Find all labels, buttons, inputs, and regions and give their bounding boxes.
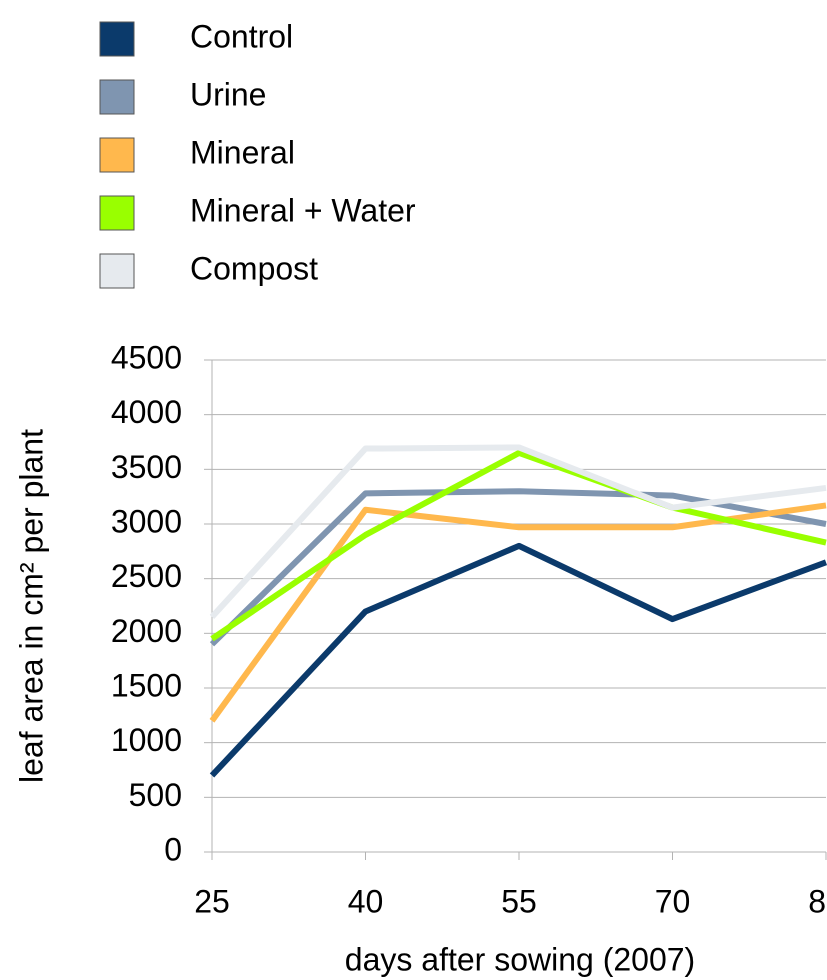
y-tick-label: 2000 xyxy=(111,613,182,649)
x-tick-label: 25 xyxy=(194,883,230,919)
legend-label: Urine xyxy=(190,76,266,112)
legend-swatch xyxy=(99,79,135,115)
y-axis-label: leaf area in cm² per plant xyxy=(13,429,49,783)
y-tick-label: 3500 xyxy=(111,449,182,485)
y-tick-label: 1500 xyxy=(111,667,182,703)
legend-label: Mineral + Water xyxy=(190,192,416,228)
legend-label: Compost xyxy=(190,250,318,286)
series-line xyxy=(209,488,827,647)
legend-label: Control xyxy=(190,18,293,54)
y-tick-label: 500 xyxy=(129,777,182,813)
legend-swatch xyxy=(99,137,135,173)
y-tick-label: 1000 xyxy=(111,722,182,758)
legend-swatch xyxy=(99,253,135,289)
series-line xyxy=(209,444,827,619)
y-tick-label: 4000 xyxy=(111,394,182,430)
x-tick-label: 40 xyxy=(348,883,384,919)
y-tick-label: 2500 xyxy=(111,558,182,594)
y-tick-label: 3000 xyxy=(111,503,182,539)
x-tick-label: 70 xyxy=(655,883,691,919)
legend-swatch xyxy=(99,21,135,57)
y-tick-label: 4500 xyxy=(111,339,182,375)
x-tick-label: 55 xyxy=(501,883,537,919)
y-tick-label: 0 xyxy=(164,831,182,867)
series-line xyxy=(210,449,827,642)
x-tick-label: 85 xyxy=(808,883,827,919)
series-line xyxy=(209,542,827,778)
legend-label: Mineral xyxy=(190,134,295,170)
legend-swatch xyxy=(99,195,135,231)
x-axis-label: days after sowing (2007) xyxy=(345,941,695,977)
